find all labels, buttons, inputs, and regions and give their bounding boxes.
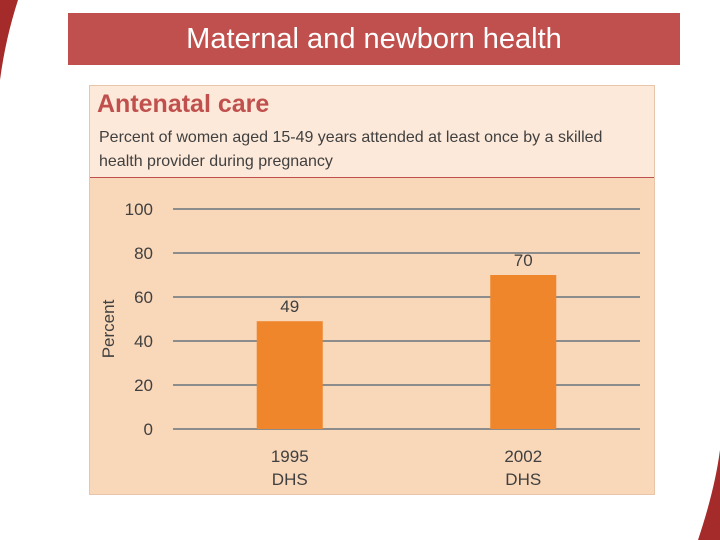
y-tick-label: 0: [144, 420, 153, 439]
y-tick-label: 20: [134, 376, 153, 395]
chart-subtitle: Percent of women aged 15-49 years attend…: [99, 129, 603, 170]
data-label: 70: [514, 251, 533, 270]
slide-corner-decoration: [0, 0, 18, 80]
y-tick-label: 40: [134, 332, 153, 351]
x-tick-label: DHS: [505, 470, 541, 489]
data-label: 49: [280, 297, 299, 316]
y-tick-label: 100: [125, 200, 153, 219]
bar: [256, 321, 323, 429]
chart-title: Antenatal care: [97, 90, 270, 118]
bar-chart: 0 20 40 60 80 100 Percent 49 1995 DHS 70 2002 DHS: [99, 200, 640, 489]
y-axis-label: Percent: [99, 299, 118, 358]
slide-corner-decoration-bottom: [698, 450, 720, 540]
y-tick-label: 80: [134, 244, 153, 263]
y-tick-label: 60: [134, 288, 153, 307]
chart-panel: Antenatal care Percent of women aged 15-…: [89, 85, 655, 495]
chart-panel-header: Antenatal care Percent of women aged 15-…: [90, 86, 654, 178]
x-tick-label: DHS: [272, 470, 308, 489]
bar: [490, 275, 557, 429]
slide-title: Maternal and newborn health: [68, 13, 680, 65]
x-tick-label: 2002: [504, 447, 542, 466]
x-tick-label: 1995: [271, 447, 309, 466]
